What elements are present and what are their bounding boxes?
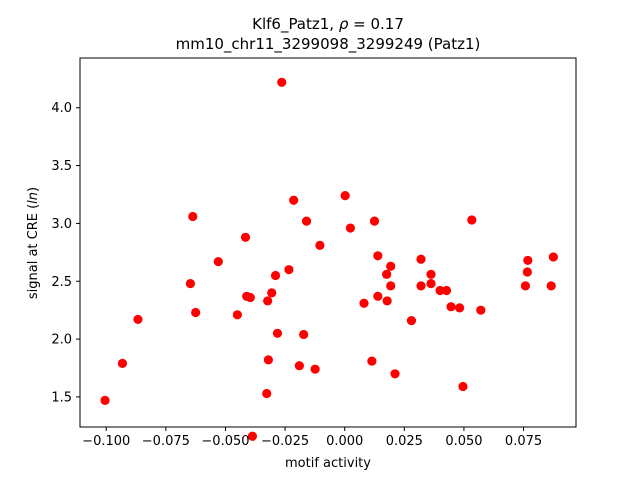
y-tick-label: 3.5 <box>51 159 72 174</box>
data-point <box>277 77 287 87</box>
data-point <box>188 211 198 222</box>
data-point <box>416 254 426 264</box>
x-tick-label: −0.075 <box>142 434 190 449</box>
data-point <box>476 305 486 315</box>
y-tick-label: 3.0 <box>51 217 72 232</box>
data-point <box>315 240 325 250</box>
y-axis-label: signal at CRE (ln) <box>26 187 41 299</box>
chart-title-line2: mm10_chr11_3299098_3299249 (Patz1) <box>176 35 481 54</box>
data-point <box>213 256 223 267</box>
data-point <box>367 356 377 366</box>
y-tick-label: 2.0 <box>51 333 72 348</box>
chart-title-line1: Klf6_Patz1, ρ = 0.17 <box>252 15 404 34</box>
axes-frame <box>79 57 577 428</box>
data-point <box>416 281 426 291</box>
data-point <box>373 291 383 301</box>
data-points <box>100 77 558 441</box>
x-tick-label: 0.050 <box>445 434 482 449</box>
data-point <box>185 278 196 289</box>
data-point <box>382 269 392 279</box>
data-point <box>369 216 380 226</box>
x-tick-label: −0.050 <box>201 434 249 449</box>
data-point <box>232 310 242 320</box>
data-point <box>446 302 456 312</box>
data-point <box>435 285 445 296</box>
x-axis-ticks: −0.100 −0.075 −0.050 −0.025 0.000 0.025 0.050 0… <box>82 427 542 449</box>
data-point <box>520 281 531 291</box>
data-point <box>426 269 436 279</box>
data-point <box>247 431 258 441</box>
data-point <box>548 252 558 262</box>
y-axis-ticks: 1.5 2.0 2.5 3.0 3.5 4.0 <box>51 101 80 405</box>
data-point <box>289 195 299 205</box>
data-point <box>263 355 273 365</box>
data-point <box>406 315 417 326</box>
x-tick-label: −0.100 <box>82 434 130 449</box>
x-tick-label: 0.025 <box>386 434 423 449</box>
x-tick-label: −0.025 <box>261 434 309 449</box>
x-tick-label: 0.075 <box>505 434 542 449</box>
data-point <box>240 232 251 242</box>
data-point <box>340 191 350 201</box>
data-point <box>294 361 304 371</box>
data-point <box>270 270 281 281</box>
data-point <box>245 292 255 303</box>
data-point <box>263 296 273 306</box>
data-point <box>441 285 452 296</box>
x-tick-label: 0.000 <box>326 434 363 449</box>
data-point <box>382 296 392 306</box>
data-point <box>310 364 320 374</box>
y-tick-label: 4.0 <box>51 101 72 116</box>
data-point <box>546 281 556 291</box>
y-tick-label: 2.5 <box>51 275 72 290</box>
data-point <box>299 329 309 340</box>
data-point <box>455 303 465 313</box>
data-point <box>467 215 477 225</box>
data-point <box>191 307 201 318</box>
data-point <box>133 314 143 325</box>
data-point <box>267 288 277 298</box>
y-tick-label: 1.5 <box>51 390 72 405</box>
data-point <box>373 251 383 261</box>
x-axis-label: motif activity <box>285 456 371 471</box>
data-point <box>301 216 312 226</box>
data-point <box>117 358 128 368</box>
data-point <box>523 255 533 266</box>
data-point <box>426 278 436 289</box>
data-point <box>345 223 356 233</box>
data-point <box>458 381 468 392</box>
data-point <box>262 388 272 399</box>
data-point <box>390 369 400 379</box>
data-point <box>284 265 294 275</box>
data-point <box>386 261 396 271</box>
data-point <box>522 267 532 277</box>
data-point <box>386 281 396 291</box>
data-point <box>272 328 283 338</box>
data-point <box>359 298 369 308</box>
data-point <box>100 395 110 405</box>
